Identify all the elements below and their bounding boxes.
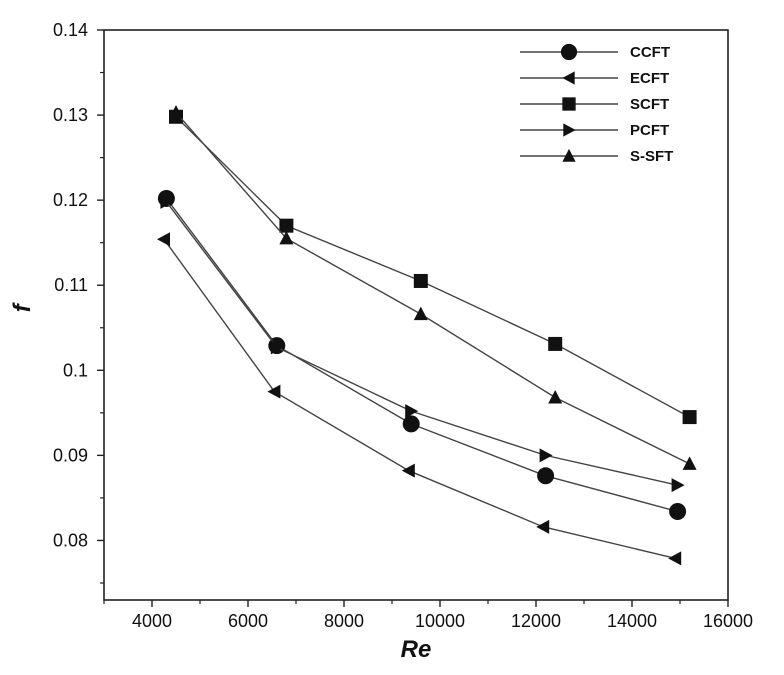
series-line-pcft [165, 201, 678, 486]
y-tick-label: 0.12 [53, 190, 88, 210]
legend-label-ecft: ECFT [630, 70, 669, 87]
data-point-pcft [671, 478, 685, 493]
x-tick-label: 6000 [228, 611, 268, 631]
y-tick-label: 0.13 [53, 105, 88, 125]
data-point-scft [682, 410, 697, 425]
data-point-scft [413, 273, 428, 288]
data-point-pcft [270, 340, 284, 355]
data-point-ecft [157, 232, 170, 247]
y-tick-label: 0.08 [53, 530, 88, 550]
legend-marker-scft [562, 97, 576, 111]
series-s-sft [169, 105, 697, 470]
data-point-ccft [402, 415, 420, 433]
series-ecft [157, 232, 682, 566]
data-point-ecft [401, 463, 415, 478]
data-point-ecft [267, 384, 281, 399]
y-tick-label: 0.1 [63, 360, 88, 380]
series-line-scft [175, 116, 690, 418]
legend-marker-pcft [563, 123, 576, 137]
data-point-s-sft [169, 105, 183, 119]
data-point-s-sft [548, 390, 563, 404]
legend-marker-s-sft [562, 148, 576, 162]
data-point-s-sft [413, 306, 428, 321]
series-line-ccft [165, 198, 678, 513]
x-tick-label: 10000 [415, 611, 465, 631]
legend-label-scft: SCFT [630, 96, 669, 113]
data-point-ecft [668, 551, 682, 566]
legend-label-ccft: CCFT [630, 44, 670, 61]
x-tick-label: 4000 [132, 611, 172, 631]
plot-frame [103, 29, 729, 601]
legend-item-ecft: ECFT [520, 70, 669, 87]
series-scft [169, 109, 697, 425]
legend-label-s-sft: S-SFT [630, 148, 673, 165]
x-tick-label: 16000 [703, 611, 753, 631]
series-pcft [160, 194, 685, 493]
legend-item-ccft: CCFT [520, 43, 670, 61]
data-point-scft [548, 336, 563, 351]
data-point-scft [279, 218, 294, 233]
x-tick-label: 14000 [607, 611, 657, 631]
legend-item-s-sft: S-SFT [520, 148, 673, 165]
data-point-pcft [539, 448, 553, 463]
data-point-pcft [160, 194, 174, 209]
data-point-ecft [536, 519, 550, 534]
x-tick-label: 8000 [324, 611, 364, 631]
series-layer [157, 105, 697, 566]
data-point-s-sft [279, 230, 294, 245]
legend-marker-ccft [560, 43, 578, 61]
axes: 4000 6000 8000 10000 12000 14000 16000 0.08 0.09… [9, 20, 753, 663]
data-point-ccft [669, 503, 687, 521]
legend-label-pcft: PCFT [630, 122, 669, 139]
data-point-s-sft [682, 456, 697, 470]
legend-marker-ecft [562, 71, 575, 85]
data-point-pcft [405, 404, 419, 419]
data-point-ccft [537, 467, 555, 485]
legend-item-pcft: PCFT [520, 122, 669, 139]
legend: CCFT ECFT SCFT PCFT S-SFT [520, 43, 673, 165]
legend-item-scft: SCFT [520, 96, 669, 113]
x-tick-label: 12000 [511, 611, 561, 631]
x-axis-title: Re [401, 636, 432, 663]
y-tick-label: 0.14 [53, 20, 88, 40]
series-ccft [157, 189, 687, 521]
series-line-s-sft [175, 112, 690, 465]
y-tick-label: 0.11 [54, 275, 88, 295]
y-axis-title: f [9, 302, 36, 312]
y-tick-label: 0.09 [53, 445, 88, 465]
